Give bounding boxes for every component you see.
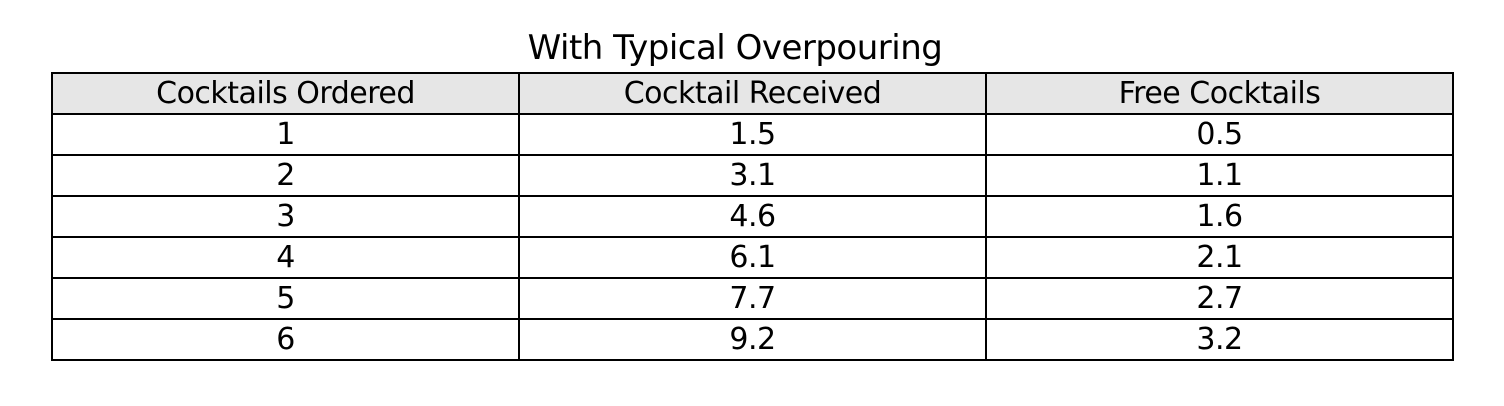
column-header: Free Cocktails — [985, 72, 1454, 115]
table-cell: 2.7 — [985, 277, 1454, 320]
table-cell: 1.5 — [518, 113, 987, 156]
table-cell: 1.6 — [985, 195, 1454, 238]
table-cell: 3 — [51, 195, 520, 238]
column-header: Cocktails Ordered — [51, 72, 520, 115]
table-row: 3 4.6 1.6 — [51, 195, 1454, 238]
table-body: 1 1.5 0.5 2 3.1 1.1 3 4.6 1.6 4 6.1 2.1 5 7.7 2.7 6 9.2 3… — [51, 113, 1454, 361]
data-table: Cocktails Ordered Cocktail Received Free C… — [51, 72, 1454, 361]
table-cell: 0.5 — [985, 113, 1454, 156]
table-cell: 6 — [51, 318, 520, 361]
table-row: 2 3.1 1.1 — [51, 154, 1454, 197]
table-header: Cocktails Ordered Cocktail Received Free C… — [51, 72, 1454, 115]
table-cell: 4 — [51, 236, 520, 279]
table-cell: 9.2 — [518, 318, 987, 361]
table-cell: 2.1 — [985, 236, 1454, 279]
table-cell: 1.1 — [985, 154, 1454, 197]
table-cell: 5 — [51, 277, 520, 320]
table-title: With Typical Overpouring — [527, 28, 943, 68]
header-row: Cocktails Ordered Cocktail Received Free C… — [51, 72, 1454, 115]
table-row: 4 6.1 2.1 — [51, 236, 1454, 279]
table-cell: 4.6 — [518, 195, 987, 238]
table-cell: 7.7 — [518, 277, 987, 320]
table-cell: 2 — [51, 154, 520, 197]
table-row: 5 7.7 2.7 — [51, 277, 1454, 320]
table-cell: 3.1 — [518, 154, 987, 197]
table-row: 1 1.5 0.5 — [51, 113, 1454, 156]
table-cell: 6.1 — [518, 236, 987, 279]
table-row: 6 9.2 3.2 — [51, 318, 1454, 361]
table-cell: 1 — [51, 113, 520, 156]
table-cell: 3.2 — [985, 318, 1454, 361]
column-header: Cocktail Received — [518, 72, 987, 115]
